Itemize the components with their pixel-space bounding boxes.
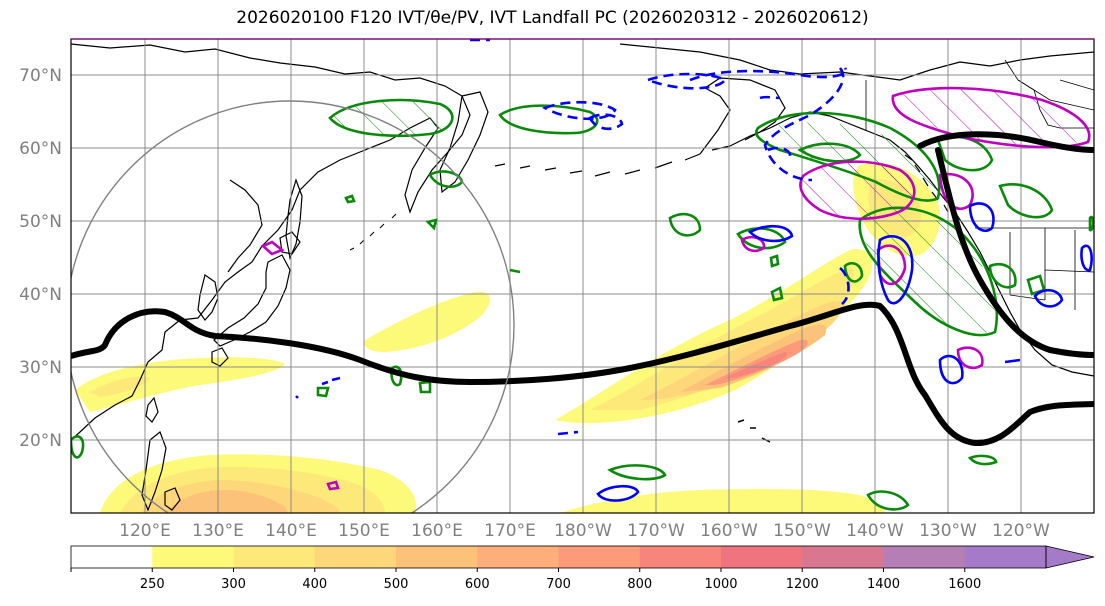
lon-label: 170°E [484, 521, 536, 541]
lon-label: 150°W [773, 521, 831, 541]
lat-label: 30°N [19, 358, 62, 378]
colorbar-segment [964, 546, 1047, 568]
lon-label: 120°E [119, 521, 171, 541]
lon-label: 160°E [411, 521, 463, 541]
colorbar-tick-label: 600 [465, 577, 490, 592]
map-title: 2026020100 F120 IVT/θe/PV, IVT Landfall … [236, 8, 869, 28]
lat-label: 20°N [19, 431, 62, 451]
colorbar-tick-label: 250 [140, 577, 165, 592]
colorbar-segment [721, 546, 803, 568]
colorbar-segment [639, 546, 722, 568]
lon-label: 150°E [338, 521, 390, 541]
colorbar-tick-label: 1000 [704, 577, 737, 592]
colorbar-segment [558, 546, 641, 568]
colorbar-tick-label: 400 [302, 577, 327, 592]
lon-label: 130°E [192, 521, 244, 541]
boundaries [865, 59, 1094, 310]
colorbar-tick-label: 1600 [948, 577, 981, 592]
colorbar-segment [396, 546, 478, 568]
map-panel [71, 39, 1094, 513]
colorbar: 250 300 400 500 600 700 800 1000 1200 1400 1600 [70, 545, 1095, 592]
jet-stream-lines [71, 131, 1094, 447]
colorbar-tick-label: 1200 [786, 577, 819, 592]
lon-label: 180°W [554, 521, 612, 541]
colorbar-segment [71, 546, 153, 568]
colorbar-segment [152, 546, 234, 568]
lat-label: 60°N [19, 139, 62, 159]
lat-label: 40°N [19, 285, 62, 305]
lon-label: 160°W [700, 521, 758, 541]
latitude-labels: 70°N 60°N 50°N 40°N 30°N 20°N [19, 66, 62, 451]
colorbar-segment [314, 546, 397, 568]
colorbar-tick-label: 1400 [867, 577, 900, 592]
pv-negative-contours [295, 39, 1093, 502]
lat-label: 50°N [19, 212, 62, 232]
lat-label: 70°N [19, 66, 62, 86]
colorbar-tick-label: 500 [384, 577, 409, 592]
colorbar-segment [477, 546, 559, 568]
lon-label: 140°W [846, 521, 904, 541]
radius-circle [71, 100, 515, 513]
lon-label: 170°W [627, 521, 685, 541]
colorbar-segment [883, 546, 966, 568]
lon-label: 120°W [992, 521, 1050, 541]
pv-positive-contours [260, 86, 1091, 491]
colorbar-segment [233, 546, 316, 568]
longitude-labels: 120°E 130°E 140°E 150°E 160°E 170°E 180°… [119, 521, 1050, 541]
lon-label: 130°W [919, 521, 977, 541]
colorbar-tick-label: 800 [627, 577, 652, 592]
colorbar-tick-label: 700 [546, 577, 571, 592]
colorbar-tick-label: 300 [221, 577, 246, 592]
colorbar-segment [802, 546, 884, 568]
lon-label: 140°E [265, 521, 317, 541]
